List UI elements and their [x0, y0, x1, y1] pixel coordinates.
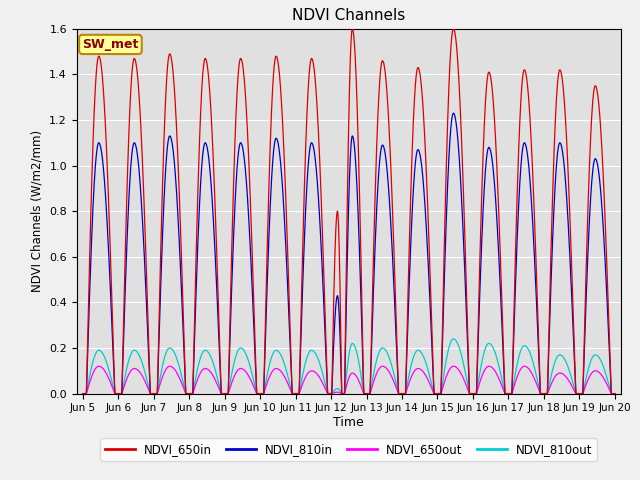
- Text: SW_met: SW_met: [82, 38, 139, 51]
- Y-axis label: NDVI Channels (W/m2/mm): NDVI Channels (W/m2/mm): [31, 130, 44, 292]
- Legend: NDVI_650in, NDVI_810in, NDVI_650out, NDVI_810out: NDVI_650in, NDVI_810in, NDVI_650out, NDV…: [100, 438, 597, 461]
- Title: NDVI Channels: NDVI Channels: [292, 9, 405, 24]
- X-axis label: Time: Time: [333, 416, 364, 429]
